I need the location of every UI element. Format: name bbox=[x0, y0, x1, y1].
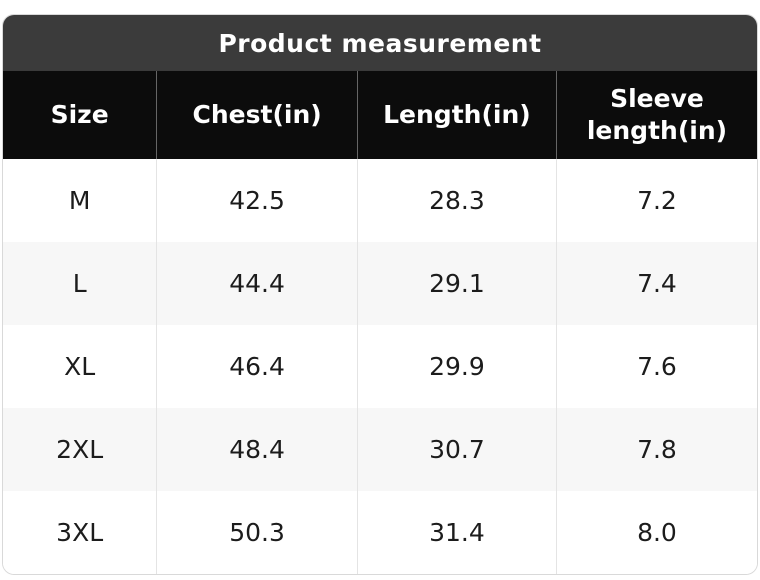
card-title-bar: Product measurement bbox=[3, 15, 757, 71]
measurement-table: Size Chest(in) Length(in) Sleeve length(… bbox=[3, 71, 757, 574]
cell-chest: 44.4 bbox=[156, 242, 358, 325]
cell-sleeve: 7.4 bbox=[555, 242, 757, 325]
cell-length: 30.7 bbox=[356, 408, 557, 491]
cell-size: 3XL bbox=[3, 491, 157, 574]
table-row: XL 46.4 29.9 7.6 bbox=[3, 325, 757, 408]
table-header-row: Size Chest(in) Length(in) Sleeve length(… bbox=[3, 71, 757, 159]
table-row: 3XL 50.3 31.4 8.0 bbox=[3, 491, 757, 574]
column-header-chest: Chest(in) bbox=[156, 71, 358, 159]
card-title: Product measurement bbox=[218, 28, 542, 58]
cell-chest: 42.5 bbox=[156, 159, 358, 242]
cell-chest: 48.4 bbox=[156, 408, 358, 491]
cell-chest: 46.4 bbox=[156, 325, 358, 408]
cell-sleeve: 7.8 bbox=[555, 408, 757, 491]
table-row: L 44.4 29.1 7.4 bbox=[3, 242, 757, 325]
cell-size: L bbox=[3, 242, 157, 325]
table-row: 2XL 48.4 30.7 7.8 bbox=[3, 408, 757, 491]
cell-chest: 50.3 bbox=[156, 491, 358, 574]
cell-sleeve: 8.0 bbox=[555, 491, 757, 574]
cell-size: M bbox=[3, 159, 157, 242]
table-body: M 42.5 28.3 7.2 L 44.4 29.1 7.4 XL 46.4 29.9 7.6 2XL… bbox=[3, 159, 757, 574]
cell-size: 2XL bbox=[3, 408, 157, 491]
cell-sleeve: 7.2 bbox=[555, 159, 757, 242]
cell-length: 31.4 bbox=[356, 491, 557, 574]
cell-size: XL bbox=[3, 325, 157, 408]
cell-length: 28.3 bbox=[356, 159, 557, 242]
column-header-size: Size bbox=[3, 71, 157, 159]
column-header-length: Length(in) bbox=[356, 71, 557, 159]
measurement-card: Product measurement Size Chest(in) Lengt… bbox=[2, 14, 758, 575]
cell-length: 29.9 bbox=[356, 325, 557, 408]
cell-length: 29.1 bbox=[356, 242, 557, 325]
table-row: M 42.5 28.3 7.2 bbox=[3, 159, 757, 242]
column-header-sleeve: Sleeve length(in) bbox=[555, 71, 757, 159]
cell-sleeve: 7.6 bbox=[555, 325, 757, 408]
